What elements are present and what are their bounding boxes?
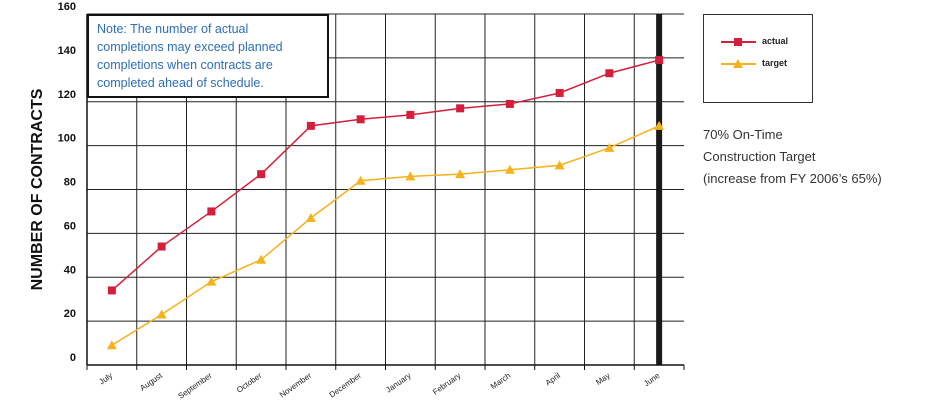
data-point-actual xyxy=(107,286,116,295)
legend-label-actual: actual xyxy=(762,36,789,46)
x-tick-label: October xyxy=(235,371,264,395)
y-tick-label: 0 xyxy=(70,352,76,364)
x-tick-label: November xyxy=(278,371,314,400)
x-tick-label: May xyxy=(594,371,612,387)
data-point-actual xyxy=(555,88,564,97)
legend-target-marker xyxy=(733,59,743,68)
side-note-line: 70% On-Time xyxy=(703,127,783,142)
y-tick-label: 160 xyxy=(58,1,76,13)
legend-actual-marker xyxy=(734,38,742,46)
data-point-target xyxy=(256,254,267,264)
note-line: Note: The number of actual xyxy=(97,22,249,36)
data-point-target xyxy=(355,175,366,185)
y-tick-label: 80 xyxy=(64,177,76,189)
data-point-target xyxy=(206,276,217,286)
data-point-actual xyxy=(456,104,465,113)
data-point-target xyxy=(554,160,565,170)
data-point-target xyxy=(604,142,615,152)
legend-label-target: target xyxy=(762,58,788,68)
y-axis-ticks: 0 20 40 60 80 100 120 140 160 xyxy=(58,1,76,364)
x-axis-ticks: July August September October November Decemb… xyxy=(97,371,662,400)
x-tick-label: July xyxy=(97,371,114,387)
data-point-actual xyxy=(655,56,664,65)
x-tick-label: April xyxy=(544,371,562,388)
y-axis-label: NUMBER OF CONTRACTS xyxy=(29,88,46,290)
y-tick-label: 40 xyxy=(64,264,76,276)
series-line-target xyxy=(111,125,660,346)
x-tick-label: January xyxy=(384,371,412,395)
data-point-target xyxy=(455,169,466,179)
data-point-actual xyxy=(505,99,514,108)
series-layer xyxy=(106,56,665,350)
x-tick-label: September xyxy=(177,371,214,400)
x-tick-label: December xyxy=(328,371,364,400)
data-point-actual xyxy=(157,242,166,251)
data-point-target xyxy=(654,120,665,130)
data-point-actual xyxy=(605,69,614,78)
x-tick-label: August xyxy=(138,371,164,393)
y-tick-label: 140 xyxy=(58,45,76,57)
y-tick-label: 120 xyxy=(58,89,76,101)
side-note-line: (increase from FY 2006’s 65%) xyxy=(703,171,882,186)
data-point-target xyxy=(106,340,117,350)
data-point-target xyxy=(305,213,316,223)
data-point-actual xyxy=(257,170,266,179)
data-point-target xyxy=(504,164,515,174)
y-tick-label: 20 xyxy=(64,308,76,320)
legend-swatches xyxy=(721,38,756,68)
data-point-actual xyxy=(207,207,216,216)
data-point-actual xyxy=(406,110,415,119)
legend: actual target xyxy=(703,14,813,103)
data-point-target xyxy=(156,309,167,319)
side-note-line: Construction Target xyxy=(703,149,816,164)
note-line: completions may exceed planned xyxy=(97,40,283,54)
y-tick-label: 100 xyxy=(58,133,76,145)
note-box: Note: The number of actual completions m… xyxy=(87,14,329,98)
note-line: completions when contracts are xyxy=(97,58,273,72)
side-note: 70% On-Time Construction Target (increas… xyxy=(703,124,882,190)
data-point-target xyxy=(405,171,416,181)
data-point-actual xyxy=(356,115,365,124)
data-point-actual xyxy=(306,121,315,130)
y-tick-label: 60 xyxy=(64,220,76,232)
x-tick-label: June xyxy=(642,371,662,389)
x-tick-label: March xyxy=(489,371,512,391)
series-line-actual xyxy=(111,59,660,291)
note-line: completed ahead of schedule. xyxy=(97,76,264,90)
x-tick-label: February xyxy=(431,371,462,397)
